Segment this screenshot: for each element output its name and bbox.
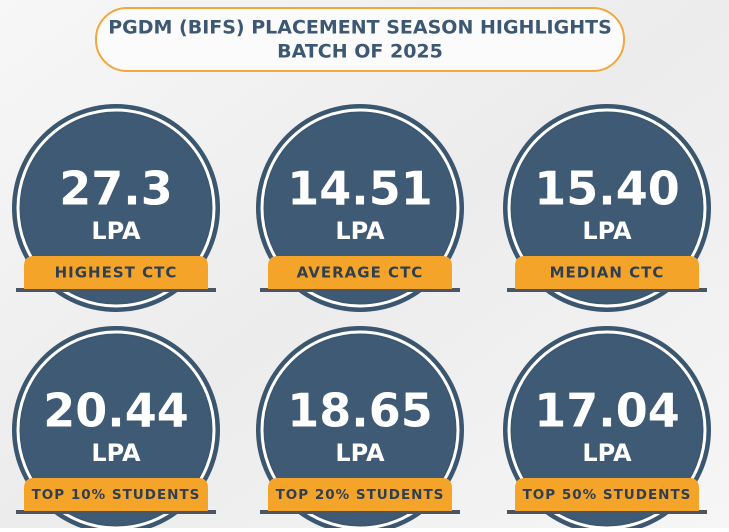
banner-shadow [507, 510, 707, 514]
banner-shadow [16, 510, 216, 514]
header-title: PGDM (BIFS) PLACEMENT SEASON HIGHLIGHTS [108, 17, 612, 39]
stat-label: TOP 50% STUDENTS [523, 487, 692, 503]
stat-value: 27.3 [59, 162, 173, 216]
stat-label: HIGHEST CTC [55, 264, 178, 282]
stat-unit: LPA [91, 439, 141, 467]
banner [268, 478, 452, 511]
stat-value: 15.40 [534, 162, 680, 216]
stat-unit: LPA [335, 217, 385, 245]
stat-label: AVERAGE CTC [297, 264, 424, 282]
stat-circle-inner [21, 113, 211, 303]
stat-value: 14.51 [287, 162, 433, 216]
banner-shadow [260, 510, 460, 514]
banner [268, 256, 452, 289]
header-subtitle: BATCH OF 2025 [277, 41, 443, 63]
stat-circle-inner [512, 113, 702, 303]
stat-value: 17.04 [534, 384, 680, 438]
stat-value: 20.44 [43, 384, 189, 438]
stat-value: 18.65 [287, 384, 433, 438]
stat-circle-ring [16, 108, 216, 308]
banner-shadow [260, 288, 460, 292]
stat-circle-inner [265, 335, 455, 525]
stat-unit: LPA [582, 439, 632, 467]
stat-unit: LPA [91, 217, 141, 245]
stat-unit: LPA [335, 439, 385, 467]
stat-circle-inner [512, 335, 702, 525]
banner-shadow [507, 288, 707, 292]
banner [515, 478, 699, 511]
banner [24, 256, 208, 289]
stat-label: MEDIAN CTC [550, 264, 665, 282]
banner-shadow [16, 288, 216, 292]
stat-circle-inner [265, 113, 455, 303]
stat-circle-ring [507, 108, 707, 308]
header-pill [95, 7, 625, 72]
stat-circle-ring [260, 108, 460, 308]
stat-circle-inner [21, 335, 211, 525]
stat-unit: LPA [582, 217, 632, 245]
banner [24, 478, 208, 511]
stat-label: TOP 20% STUDENTS [276, 487, 445, 503]
banner [515, 256, 699, 289]
stat-label: TOP 10% STUDENTS [32, 487, 201, 503]
